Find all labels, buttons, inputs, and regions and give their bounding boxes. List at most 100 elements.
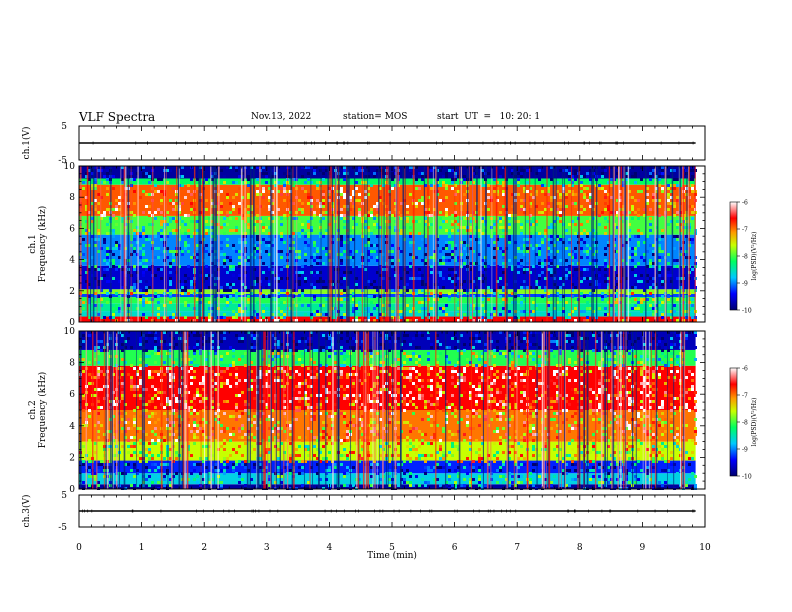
psd-cell <box>547 301 550 304</box>
psd-cell <box>625 175 628 178</box>
psd-cell <box>112 187 115 190</box>
psd-cell <box>265 226 268 229</box>
psd-cell <box>160 199 163 202</box>
psd-cell <box>154 388 157 391</box>
psd-cell <box>220 481 223 484</box>
psd-cell <box>88 178 91 181</box>
psd-cell <box>358 214 361 217</box>
psd-cell <box>598 184 601 187</box>
psd-cell <box>145 334 148 337</box>
psd-cell <box>268 232 271 235</box>
psd-cell <box>646 232 649 235</box>
psd-cell <box>130 274 133 277</box>
psd-cell <box>568 271 571 274</box>
psd-cell <box>250 445 253 448</box>
psd-cell <box>400 229 403 232</box>
psd-cell <box>139 289 142 292</box>
psd-cell <box>502 298 505 301</box>
psd-cell <box>121 382 124 385</box>
psd-cell <box>238 415 241 418</box>
psd-cell <box>340 208 343 211</box>
psd-cell <box>130 445 133 448</box>
psd-cell <box>250 361 253 364</box>
psd-cell <box>364 196 367 199</box>
psd-cell <box>661 313 664 316</box>
psd-cell <box>490 313 493 316</box>
psd-cell <box>502 181 505 184</box>
psd-cell <box>556 292 559 295</box>
psd-cell <box>649 229 652 232</box>
psd-cell <box>583 295 586 298</box>
psd-cell <box>229 433 232 436</box>
psd-cell <box>238 310 241 313</box>
psd-cell <box>208 370 211 373</box>
psd-cell <box>652 250 655 253</box>
psd-cell <box>85 232 88 235</box>
psd-cell <box>97 484 100 487</box>
psd-cell <box>667 262 670 265</box>
psd-cell <box>643 241 646 244</box>
psd-cell <box>478 253 481 256</box>
psd-cell <box>610 166 613 169</box>
psd-cell <box>646 319 649 322</box>
psd-cell <box>370 211 373 214</box>
psd-cell <box>196 220 199 223</box>
psd-cell <box>133 451 136 454</box>
psd-cell <box>661 283 664 286</box>
psd-cell <box>274 319 277 322</box>
psd-cell <box>172 253 175 256</box>
psd-cell <box>370 295 373 298</box>
psd-cell <box>88 382 91 385</box>
psd-cell <box>661 256 664 259</box>
psd-cell <box>124 463 127 466</box>
psd-cell <box>364 280 367 283</box>
psd-cell <box>301 382 304 385</box>
psd-cell <box>229 265 232 268</box>
psd-cell <box>145 286 148 289</box>
psd-cell <box>571 181 574 184</box>
psd-cell <box>313 211 316 214</box>
psd-cell <box>658 178 661 181</box>
psd-cell <box>247 184 250 187</box>
psd-cell <box>424 259 427 262</box>
psd-cell <box>181 283 184 286</box>
psd-cell <box>493 232 496 235</box>
psd-cell <box>301 304 304 307</box>
psd-cell <box>88 229 91 232</box>
psd-cell <box>415 289 418 292</box>
psd-cell <box>88 268 91 271</box>
psd-cell <box>367 244 370 247</box>
psd-cell <box>448 298 451 301</box>
psd-cell <box>454 283 457 286</box>
psd-cell <box>559 169 562 172</box>
psd-cell <box>349 199 352 202</box>
psd-cell <box>457 217 460 220</box>
psd-cell <box>100 214 103 217</box>
psd-cell <box>391 319 394 322</box>
psd-cell <box>271 289 274 292</box>
psd-cell <box>139 235 142 238</box>
psd-cell <box>421 280 424 283</box>
psd-cell <box>187 346 190 349</box>
psd-cell <box>502 229 505 232</box>
psd-cell <box>445 304 448 307</box>
psd-cell <box>520 286 523 289</box>
psd-cell <box>661 295 664 298</box>
psd-cell <box>193 436 196 439</box>
psd-cell <box>289 334 292 337</box>
psd-cell <box>322 178 325 181</box>
psd-cell <box>634 274 637 277</box>
psd-cell <box>229 268 232 271</box>
psd-cell <box>496 199 499 202</box>
psd-cell <box>310 331 313 334</box>
psd-cell <box>247 409 250 412</box>
psd-cell <box>676 298 679 301</box>
psd-cell <box>295 406 298 409</box>
psd-cell <box>136 472 139 475</box>
psd-cell <box>463 226 466 229</box>
psd-cell <box>358 319 361 322</box>
psd-cell <box>271 430 274 433</box>
psd-cell <box>148 205 151 208</box>
psd-cell <box>169 175 172 178</box>
psd-cell <box>646 235 649 238</box>
